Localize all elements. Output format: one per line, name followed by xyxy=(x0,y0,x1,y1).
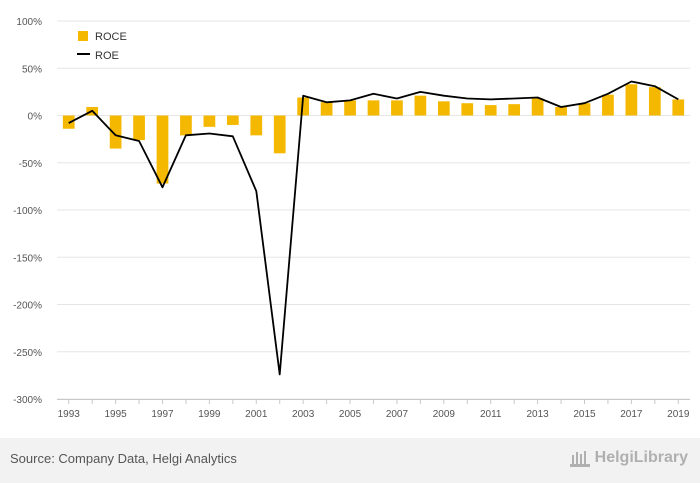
x-tick-label: 2009 xyxy=(433,409,456,420)
roce-bar xyxy=(391,100,403,116)
x-tick-label: 1999 xyxy=(198,409,221,420)
legend: ROCE ROE xyxy=(77,31,127,62)
roce-bar xyxy=(367,100,380,116)
roce-bar xyxy=(648,87,661,116)
y-tick-label: -150% xyxy=(13,253,42,264)
legend-roe-label: ROE xyxy=(95,50,119,62)
x-tick-label: 2013 xyxy=(526,409,549,420)
roce-bar xyxy=(156,115,169,184)
y-tick-label: -300% xyxy=(13,395,42,406)
x-axis-ticks: 1993 1995 1997 1999 2001 2003 2005 2007 2009 2011… xyxy=(58,399,690,420)
y-axis-ticks: 100% 50% 0% -50% -100% -150% -200% -250% -300% xyxy=(13,17,42,406)
y-tick-label: 50% xyxy=(22,64,42,75)
roce-bar xyxy=(180,115,192,136)
y-tick-label: -200% xyxy=(13,301,42,312)
roce-bar xyxy=(461,103,474,116)
x-tick-label: 1995 xyxy=(104,409,127,420)
x-tick-label: 2005 xyxy=(339,409,362,420)
roce-bar xyxy=(602,94,614,116)
x-tick-label: 1997 xyxy=(151,409,174,420)
x-tick-label: 2019 xyxy=(667,409,690,420)
x-tick-label: 2007 xyxy=(386,409,409,420)
roce-bar xyxy=(555,106,567,116)
roce-bar xyxy=(672,99,685,116)
y-tick-label: 100% xyxy=(16,17,42,28)
legend-roce-label: ROCE xyxy=(95,31,127,43)
y-tick-label: -250% xyxy=(13,348,42,359)
roce-bar xyxy=(133,115,145,141)
chart: 100% 50% 0% -50% -100% -150% -200% -250% -300% 1… xyxy=(13,17,690,420)
footer: Source: Company Data, Helgi Analytics He… xyxy=(0,438,700,483)
roce-bar xyxy=(414,95,427,116)
roce-bar xyxy=(508,104,521,116)
logo-text: HelgiLibrary xyxy=(594,449,688,466)
source-text: Source: Company Data, Helgi Analytics xyxy=(10,451,237,466)
x-tick-label: 2003 xyxy=(292,409,315,420)
helgi-library-logo[interactable]: HelgiLibrary xyxy=(569,448,688,468)
roe-line-group xyxy=(68,80,679,376)
legend-roce-swatch xyxy=(78,31,88,41)
y-tick-label: 0% xyxy=(28,112,43,123)
x-tick-label: 2015 xyxy=(573,409,596,420)
roce-bar xyxy=(320,102,333,116)
library-building-icon xyxy=(569,451,590,467)
roce-bar xyxy=(226,115,239,125)
roce-bar xyxy=(625,84,638,116)
roce-bar xyxy=(273,115,286,154)
roe-line xyxy=(68,80,679,376)
roce-bar xyxy=(531,98,544,116)
x-tick-label: 2001 xyxy=(245,409,268,420)
x-tick-label: 2011 xyxy=(480,409,502,420)
y-tick-label: -100% xyxy=(13,206,42,217)
roce-bar xyxy=(578,103,591,116)
gridlines xyxy=(57,20,690,400)
roce-bar xyxy=(203,115,216,127)
roce-bar xyxy=(109,115,122,149)
roce-bars xyxy=(62,84,685,184)
y-tick-label: -50% xyxy=(19,159,42,170)
roce-bar xyxy=(484,105,497,116)
x-tick-label: 2017 xyxy=(620,409,643,420)
roce-bar xyxy=(344,100,356,116)
roce-bar xyxy=(250,115,263,136)
roce-bar xyxy=(437,101,450,116)
x-tick-label: 1993 xyxy=(58,409,81,420)
